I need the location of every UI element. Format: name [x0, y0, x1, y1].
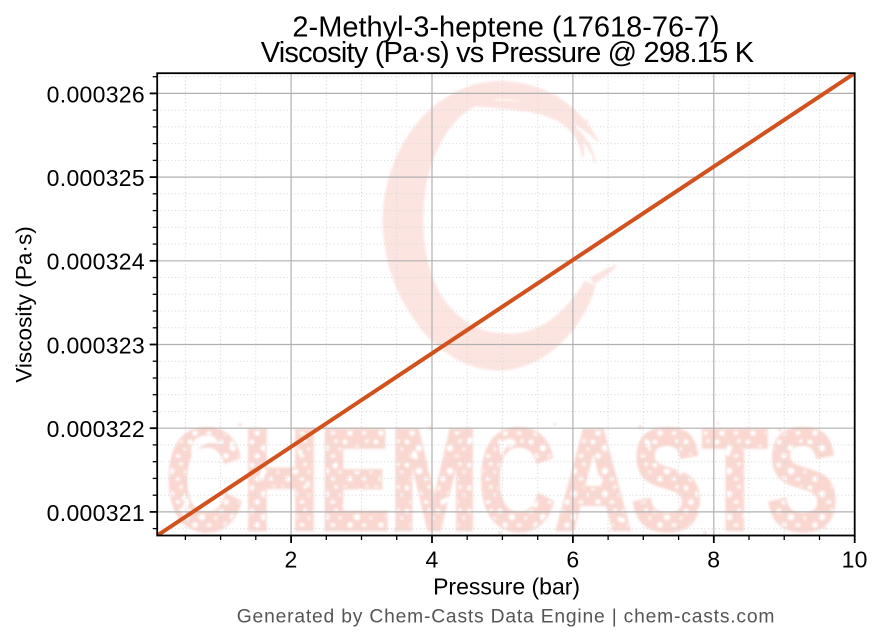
svg-text:Generated by Chem-Casts Data E: Generated by Chem-Casts Data Engine | ch… — [237, 607, 776, 628]
svg-text:Pressure (bar): Pressure (bar) — [433, 574, 580, 600]
svg-text:0.000321: 0.000321 — [47, 500, 145, 526]
svg-text:8: 8 — [707, 547, 720, 573]
svg-text:Viscosity (Pa·s) vs Pressure @: Viscosity (Pa·s) vs Pressure @ 298.15 K — [261, 37, 755, 69]
svg-text:0.000322: 0.000322 — [47, 416, 145, 442]
svg-text:6: 6 — [566, 547, 579, 573]
svg-text:0.000323: 0.000323 — [47, 332, 145, 358]
svg-text:0.000324: 0.000324 — [47, 249, 145, 275]
svg-text:Viscosity (Pa·s): Viscosity (Pa·s) — [12, 226, 37, 383]
svg-text:0.000325: 0.000325 — [47, 165, 145, 191]
svg-text:0.000326: 0.000326 — [47, 81, 145, 107]
svg-text:2-Methyl-3-heptene (17618-76-7: 2-Methyl-3-heptene (17618-76-7) — [292, 11, 719, 43]
svg-text:10: 10 — [842, 547, 868, 573]
svg-text:2: 2 — [285, 547, 298, 573]
svg-text:4: 4 — [425, 547, 438, 573]
